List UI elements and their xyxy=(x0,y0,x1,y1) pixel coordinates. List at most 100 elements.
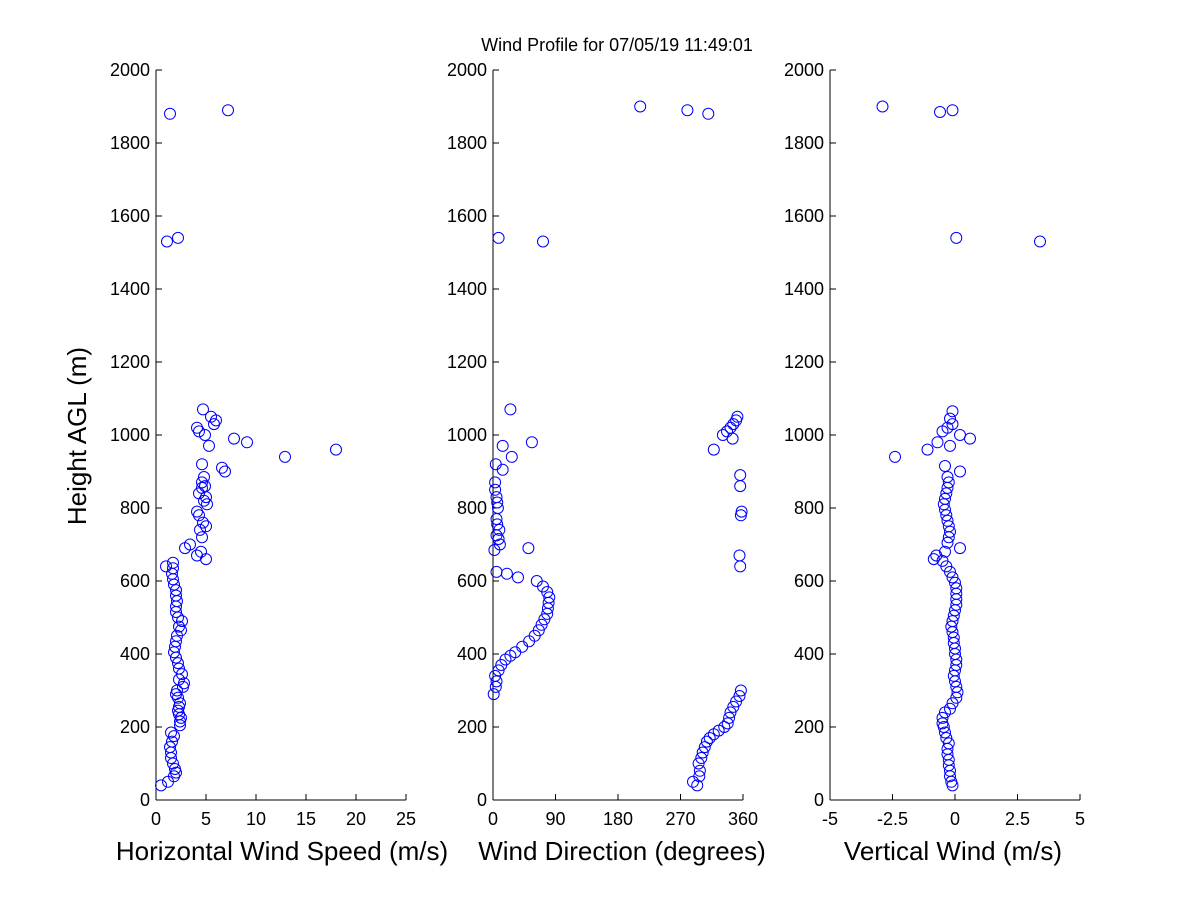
data-point xyxy=(203,439,215,452)
data-point xyxy=(493,523,506,536)
data-point xyxy=(160,560,172,573)
data-point xyxy=(493,538,506,551)
data-point xyxy=(731,410,744,423)
data-point xyxy=(727,700,740,713)
data-point xyxy=(490,565,503,578)
y-tick-label: 400 xyxy=(120,644,150,664)
data-point xyxy=(196,458,208,471)
data-point xyxy=(191,549,203,562)
y-tick-label: 1200 xyxy=(110,352,150,372)
x-axis-label-vertical: Vertical Wind (m/s) xyxy=(844,836,1062,866)
data-point xyxy=(200,520,212,533)
data-point xyxy=(505,450,518,463)
data-point xyxy=(930,549,943,562)
data-point xyxy=(191,505,203,518)
x-tick-label: 180 xyxy=(603,809,633,829)
data-point xyxy=(934,106,946,118)
data-point xyxy=(696,746,709,759)
y-tick-label: 1400 xyxy=(447,279,487,299)
data-point xyxy=(939,726,951,739)
y-tick-label: 400 xyxy=(794,644,824,664)
y-tick-label: 1000 xyxy=(110,425,150,445)
panel-wind-direction: 0 200 400 600 800 1000 1200 1400 1600 1800 2000 0 90… xyxy=(447,60,758,829)
data-point xyxy=(692,757,705,770)
data-point xyxy=(512,571,524,584)
data-point xyxy=(492,664,505,677)
panel-horizontal-speed: 0 200 400 600 800 1000 1200 1400 1600 1800 2000 0 5 1… xyxy=(110,60,416,829)
y-tick-label: 1600 xyxy=(110,206,150,226)
data-point xyxy=(944,412,956,425)
data-point xyxy=(489,458,502,471)
data-point xyxy=(681,104,694,117)
data-point xyxy=(535,618,548,631)
data-point xyxy=(201,498,213,511)
y-tick-label: 0 xyxy=(477,790,487,810)
data-point xyxy=(939,545,951,558)
data-point xyxy=(954,465,966,478)
y-tick-label: 1600 xyxy=(784,206,824,226)
data-point xyxy=(939,460,951,472)
y-tick-label: 1200 xyxy=(784,352,824,372)
data-point xyxy=(196,476,208,489)
data-point xyxy=(198,471,210,483)
data-point xyxy=(279,450,291,463)
data-point xyxy=(504,403,517,416)
data-point xyxy=(516,640,529,653)
data-point xyxy=(634,100,647,113)
data-point xyxy=(172,657,184,670)
data-point xyxy=(228,432,240,445)
y-tick-label: 800 xyxy=(120,498,150,518)
data-point xyxy=(693,770,706,783)
data-point xyxy=(500,567,513,580)
data-point xyxy=(942,737,955,750)
data-point xyxy=(702,107,715,120)
data-point xyxy=(492,533,505,545)
data-point xyxy=(172,704,184,717)
data-point xyxy=(698,741,711,754)
data-point xyxy=(695,752,708,764)
data-point xyxy=(734,684,747,697)
panel-vertical-wind: 0 200 400 600 800 1000 1200 1400 1600 1800 2000 -5 -… xyxy=(784,60,1085,829)
x-tick-label: 0 xyxy=(488,809,498,829)
data-point xyxy=(197,516,209,529)
y-tick-label: 200 xyxy=(120,717,150,737)
data-point xyxy=(964,432,976,445)
data-point xyxy=(733,549,746,562)
data-point xyxy=(944,439,956,452)
data-point xyxy=(693,764,706,777)
data-point xyxy=(950,680,963,693)
data-point xyxy=(216,461,228,474)
data-point xyxy=(165,726,177,739)
y-tick-label: 2000 xyxy=(447,60,487,80)
y-axis-label: Height AGL (m) xyxy=(62,347,92,525)
data-point xyxy=(734,469,747,482)
data-point xyxy=(939,492,951,505)
data-point xyxy=(199,429,211,441)
x-tick-label: 25 xyxy=(396,809,416,829)
data-point xyxy=(164,107,176,120)
x-tick-label: 15 xyxy=(296,809,316,829)
data-point xyxy=(538,613,551,626)
data-point xyxy=(927,553,940,566)
data-point xyxy=(219,465,231,478)
y-tick-label: 1800 xyxy=(110,133,150,153)
x-tick-label: 10 xyxy=(246,809,266,829)
data-point xyxy=(947,631,960,644)
data-point xyxy=(155,779,167,792)
x-tick-label: 5 xyxy=(1075,809,1085,829)
data-point xyxy=(222,104,234,117)
x-tick-label: 2.5 xyxy=(1005,809,1030,829)
y-tick-label: 800 xyxy=(794,498,824,518)
data-point xyxy=(946,405,959,418)
x-tick-label: -5 xyxy=(822,809,838,829)
data-point xyxy=(199,480,211,493)
y-tick-label: 1800 xyxy=(447,133,487,153)
data-point xyxy=(525,436,538,449)
data-point xyxy=(940,487,953,500)
data-point xyxy=(940,732,953,744)
data-point xyxy=(946,571,959,584)
data-point xyxy=(173,662,185,675)
data-point xyxy=(921,443,934,456)
data-point xyxy=(176,668,188,681)
data-point xyxy=(703,732,716,744)
